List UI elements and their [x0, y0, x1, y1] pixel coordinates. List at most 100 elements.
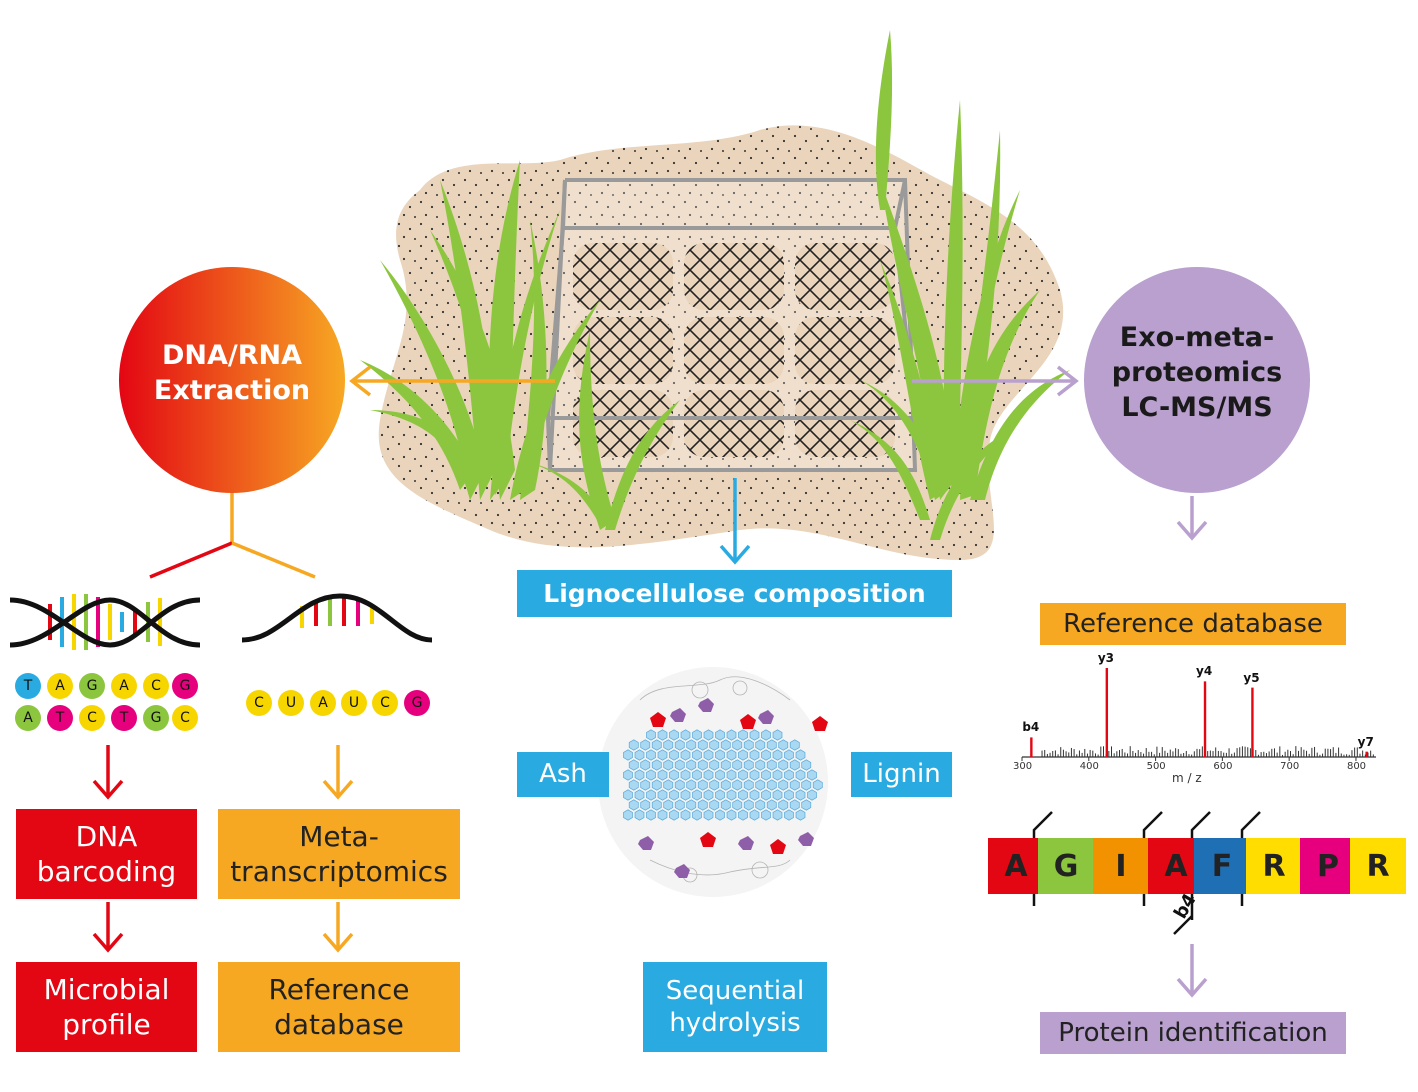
protein-identification-box: Protein identification [1040, 1012, 1346, 1054]
cellulose-hexagon [628, 739, 639, 751]
cellulose-hexagon [651, 759, 662, 771]
cellulose-hexagon [709, 779, 720, 791]
cellulose-hexagon [703, 749, 714, 761]
cellulose-hexagon [651, 799, 662, 811]
cellulose-hexagon [634, 769, 645, 781]
cellulose-hexagon [703, 809, 714, 821]
arrow-to-protein-id [1176, 944, 1208, 998]
cellulose-hexagon [726, 729, 737, 741]
cellulose-hexagon [761, 729, 771, 741]
cellulose-hexagon [686, 799, 697, 811]
hemicellulose-sugars [638, 698, 828, 878]
nucleotide: U [341, 690, 367, 716]
cellulose-hexagon [743, 779, 754, 791]
cellulose-hexagon [749, 749, 760, 761]
extraction-split [149, 493, 316, 579]
cellulose-hexagon [789, 739, 800, 751]
arrow-barcoding-to-profile [92, 902, 124, 953]
cellulose-hexagon [766, 799, 777, 811]
cellulose-hexagon [738, 729, 748, 741]
cellulose-hexagon [623, 769, 633, 781]
nucleotide: C [143, 673, 169, 699]
cellulose-hexagon [657, 769, 668, 781]
spectrum-tick-label: 600 [1213, 761, 1233, 772]
cellulose-hexagon [784, 749, 794, 761]
cellulose-hexagon [772, 789, 783, 801]
nucleotide: A [15, 705, 41, 731]
cellulose-hexagon [801, 759, 812, 771]
residue: I [1093, 838, 1149, 894]
cellulose-hexagon [657, 749, 668, 761]
cellulose-hexagon [784, 769, 794, 781]
cellulose-hexagon [738, 769, 748, 781]
cellulose-hexagon [640, 759, 651, 771]
metatranscriptomics-box: Meta-transcriptomics [218, 809, 460, 899]
cellulose-hexagon [680, 809, 691, 821]
cellulose-hexagon [634, 789, 645, 801]
cellulose-hexagon [732, 759, 743, 771]
cellulose-hexagon [657, 789, 668, 801]
cellulose-hexagon [697, 779, 708, 791]
grass-right [850, 30, 1070, 540]
spectrum-xlabel: m / z [1172, 771, 1202, 785]
nucleotide: T [47, 705, 73, 731]
cellulose-hexagon [726, 789, 737, 801]
spectrum-peak-label: y3 [1097, 651, 1114, 665]
nucleotide: C [79, 705, 105, 731]
cellulose-hexagon [784, 809, 794, 821]
cellulose-hexagon [801, 779, 812, 791]
cellulose-hexagon [743, 799, 754, 811]
cellulose-hexagon [726, 769, 737, 781]
nucleotide: G [172, 673, 198, 699]
cellulose-hexagon [646, 749, 656, 761]
cellulose-hexagon [778, 799, 789, 811]
cellulose-hexagon [640, 779, 651, 791]
spectrum-tick-label: 700 [1280, 761, 1300, 772]
cellulose-hexagon [686, 739, 697, 751]
cellulose-hexagon [680, 769, 691, 781]
spectrum-tick-label: 500 [1146, 761, 1166, 772]
nucleotide: C [246, 690, 272, 716]
cellulose-hexagon [646, 729, 656, 741]
arrow-to-lignocellulose [719, 478, 751, 565]
cellulose-hexagon [761, 749, 771, 761]
cellulose-hexagon [692, 809, 702, 821]
litterbag-frame [546, 178, 918, 472]
reference-database-left-box: Reference database [218, 962, 460, 1052]
cellulose-hexagon [692, 729, 702, 741]
lignocellulose-box: Lignocellulose composition [517, 570, 952, 617]
extraction-label: DNA/RNA Extraction [153, 340, 311, 407]
cellulose-hexagon [715, 769, 725, 781]
proteomics-label: Exo-meta- proteomics LC-MS/MS [1111, 322, 1283, 424]
cellulose-hexagon [634, 749, 645, 761]
cellulose-hexagon [778, 759, 789, 771]
cellulose-hexagon [623, 789, 633, 801]
lignin-box: Lignin [851, 752, 952, 797]
cellulose-hexagon [646, 789, 656, 801]
cellulose-hexagon [743, 759, 754, 771]
cellulose-hexagon [692, 789, 702, 801]
cellulose-hexagon [669, 729, 679, 741]
cellulose-hexagon [749, 729, 760, 741]
cellulose-hexagon [640, 799, 651, 811]
ash-box: Ash [517, 752, 609, 797]
arrow-to-reference-db-right [1176, 496, 1208, 541]
residue: R [1350, 838, 1406, 894]
arrow-to-extraction [349, 365, 555, 397]
spectrum-peak-label: y4 [1196, 664, 1213, 679]
extraction-circle [119, 267, 345, 493]
cellulose-hexagon [755, 779, 766, 791]
cellulose-hexagon [743, 739, 754, 751]
nucleotide: C [172, 705, 198, 731]
cellulose-hexagon [663, 779, 674, 791]
nucleotide: G [143, 705, 169, 731]
cellulose-hexagon [749, 769, 760, 781]
cellulose-hexagon [680, 729, 691, 741]
cellulose-hexagon [692, 749, 702, 761]
cellulose-hexagon [761, 809, 771, 821]
nucleotide: U [278, 690, 304, 716]
cellulose-hexagon [680, 749, 691, 761]
arrow-rna-to-meta [322, 745, 354, 800]
cellulose-hexagon [669, 789, 679, 801]
cellulose-hexagon [761, 769, 771, 781]
